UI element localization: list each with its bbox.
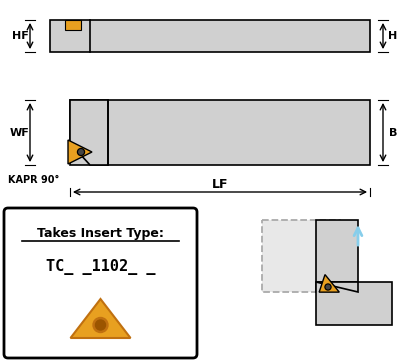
Polygon shape: [68, 140, 92, 164]
Circle shape: [326, 285, 330, 289]
FancyBboxPatch shape: [65, 20, 81, 30]
Text: TC_ _1102_ _: TC_ _1102_ _: [46, 259, 155, 275]
Text: LF: LF: [212, 178, 228, 191]
Polygon shape: [316, 282, 358, 292]
Polygon shape: [70, 299, 130, 338]
Circle shape: [96, 320, 106, 330]
Text: H: H: [388, 31, 398, 41]
Circle shape: [79, 150, 83, 154]
Circle shape: [93, 318, 108, 332]
FancyBboxPatch shape: [316, 282, 392, 325]
Text: WF: WF: [10, 127, 30, 138]
Text: KAPR 90°: KAPR 90°: [8, 175, 59, 185]
FancyBboxPatch shape: [4, 208, 197, 358]
Circle shape: [325, 284, 331, 290]
Polygon shape: [70, 100, 108, 165]
Polygon shape: [319, 275, 339, 292]
Text: B: B: [389, 127, 397, 138]
Circle shape: [78, 148, 84, 156]
FancyBboxPatch shape: [316, 220, 358, 292]
Text: Takes Insert Type:: Takes Insert Type:: [37, 227, 164, 240]
FancyBboxPatch shape: [50, 20, 370, 52]
Text: HF: HF: [12, 31, 28, 41]
FancyBboxPatch shape: [262, 220, 340, 292]
FancyBboxPatch shape: [70, 100, 370, 165]
